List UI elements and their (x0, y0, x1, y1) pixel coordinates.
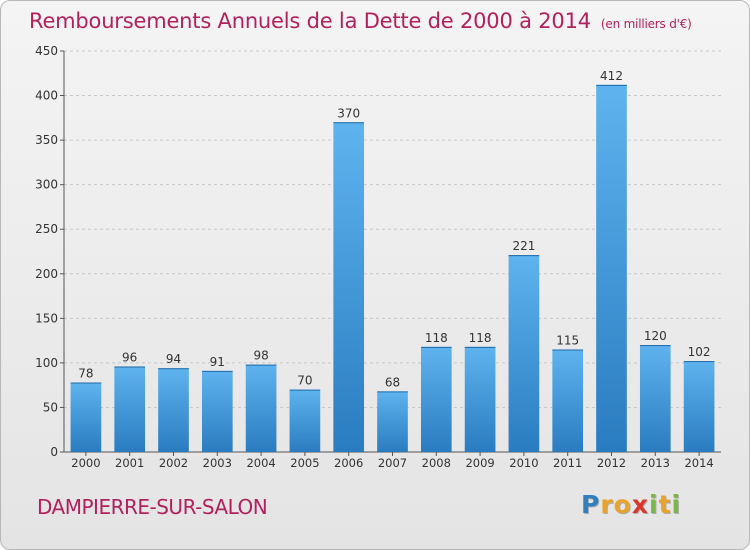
x-tick-label-2012: 2012 (597, 456, 626, 470)
y-tick-label: 400 (35, 89, 58, 103)
logo-letter: t (658, 490, 672, 519)
y-tick-label: 450 (35, 44, 58, 58)
bars (70, 84, 715, 453)
value-label-2000: 78 (78, 366, 93, 380)
bar-2000 (70, 382, 102, 452)
town-name: DAMPIERRE-SUR-SALON (37, 495, 268, 519)
y-tick-label: 100 (35, 356, 58, 370)
x-tick-label-2013: 2013 (641, 456, 670, 470)
x-tick-label-2001: 2001 (115, 456, 144, 470)
value-label-2013: 120 (644, 329, 667, 343)
value-label-2009: 118 (469, 331, 492, 345)
logo-letter: o (613, 490, 632, 519)
proxiti-logo[interactable]: Proxiti (581, 490, 681, 519)
value-label-2014: 102 (688, 345, 711, 359)
value-label-2010: 221 (512, 239, 535, 253)
value-label-2004: 98 (253, 349, 268, 363)
bar-2014 (683, 361, 715, 452)
x-tick-label-2011: 2011 (553, 456, 582, 470)
bar-2013 (639, 345, 671, 452)
value-label-2006: 370 (337, 106, 360, 120)
value-label-2002: 94 (166, 352, 181, 366)
chart-title: Remboursements Annuels de la Dette de 20… (29, 9, 692, 33)
bar-2005 (289, 389, 321, 452)
logo-letter: x (631, 490, 649, 519)
x-tick-label-2008: 2008 (422, 456, 451, 470)
x-tick-label-2005: 2005 (290, 456, 319, 470)
value-label-2003: 91 (210, 355, 225, 369)
chart-unit-note: (en milliers d'€) (600, 17, 692, 31)
x-tick-label-2004: 2004 (246, 456, 275, 470)
value-label-2001: 96 (122, 350, 137, 364)
bar-2012 (596, 84, 627, 453)
bar-2001 (114, 366, 146, 452)
bar-2007 (377, 391, 408, 452)
x-tick-label-2002: 2002 (159, 456, 188, 470)
chart-title-text: Remboursements Annuels de la Dette de 20… (29, 9, 591, 33)
x-tick-label-2000: 2000 (71, 456, 100, 470)
x-tick-label-2006: 2006 (334, 456, 363, 470)
bar-2011 (552, 349, 584, 452)
bar-2002 (158, 368, 189, 452)
y-tick-label: 150 (35, 311, 58, 325)
value-label-2007: 68 (385, 375, 400, 389)
bar-2008 (420, 346, 452, 452)
value-label-2011: 115 (556, 334, 579, 348)
bar-2010 (508, 255, 540, 452)
x-tick-label-2010: 2010 (509, 456, 538, 470)
x-tick-label-2007: 2007 (378, 456, 407, 470)
x-tick-label-2003: 2003 (203, 456, 232, 470)
y-tick-label: 0 (50, 445, 58, 459)
logo-letter: r (600, 490, 614, 519)
y-tick-label: 50 (43, 400, 58, 414)
logo-letter: i (649, 490, 659, 519)
bar-2009 (464, 346, 496, 452)
logo-letter: i (671, 490, 682, 519)
x-tick-label-2009: 2009 (465, 456, 494, 470)
bar-2006 (333, 122, 365, 453)
value-label-2012: 412 (600, 69, 623, 83)
y-tick-label: 200 (35, 267, 58, 281)
value-label-2008: 118 (425, 331, 448, 345)
labels: 0 50 100 150 200 250 300 350 400 450 78 2000 96 2001 9… (35, 44, 714, 470)
bar-2004 (245, 364, 277, 452)
logo-letter: P (581, 490, 601, 519)
value-label-2005: 70 (297, 374, 312, 388)
bar-2003 (201, 370, 233, 452)
y-tick-label: 350 (35, 133, 58, 147)
y-tick-label: 300 (35, 178, 58, 192)
y-tick-label: 250 (35, 222, 58, 236)
x-tick-label-2014: 2014 (684, 456, 713, 470)
